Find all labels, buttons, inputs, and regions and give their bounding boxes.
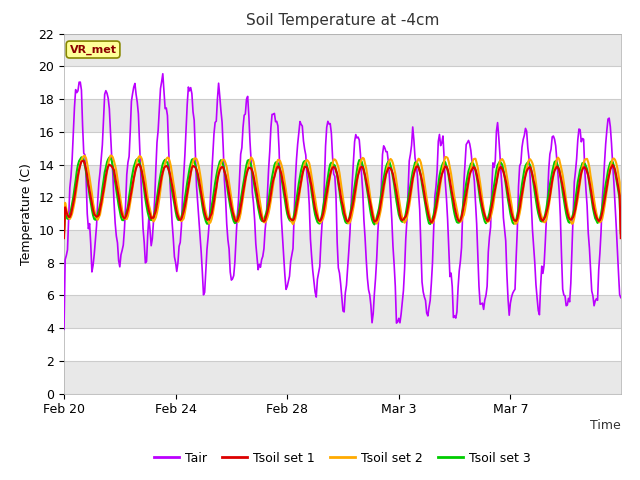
Text: VR_met: VR_met [70, 44, 116, 55]
Legend: Tair, Tsoil set 1, Tsoil set 2, Tsoil set 3: Tair, Tsoil set 1, Tsoil set 2, Tsoil se… [148, 447, 536, 469]
Bar [64, 361, 621, 394]
Bar [64, 99, 621, 132]
Y-axis label: Temperature (C): Temperature (C) [20, 163, 33, 264]
Bar [64, 165, 621, 197]
Title: Soil Temperature at -4cm: Soil Temperature at -4cm [246, 13, 439, 28]
Bar [64, 230, 621, 263]
Bar [64, 295, 621, 328]
Bar [64, 34, 621, 66]
Text: Time: Time [590, 419, 621, 432]
